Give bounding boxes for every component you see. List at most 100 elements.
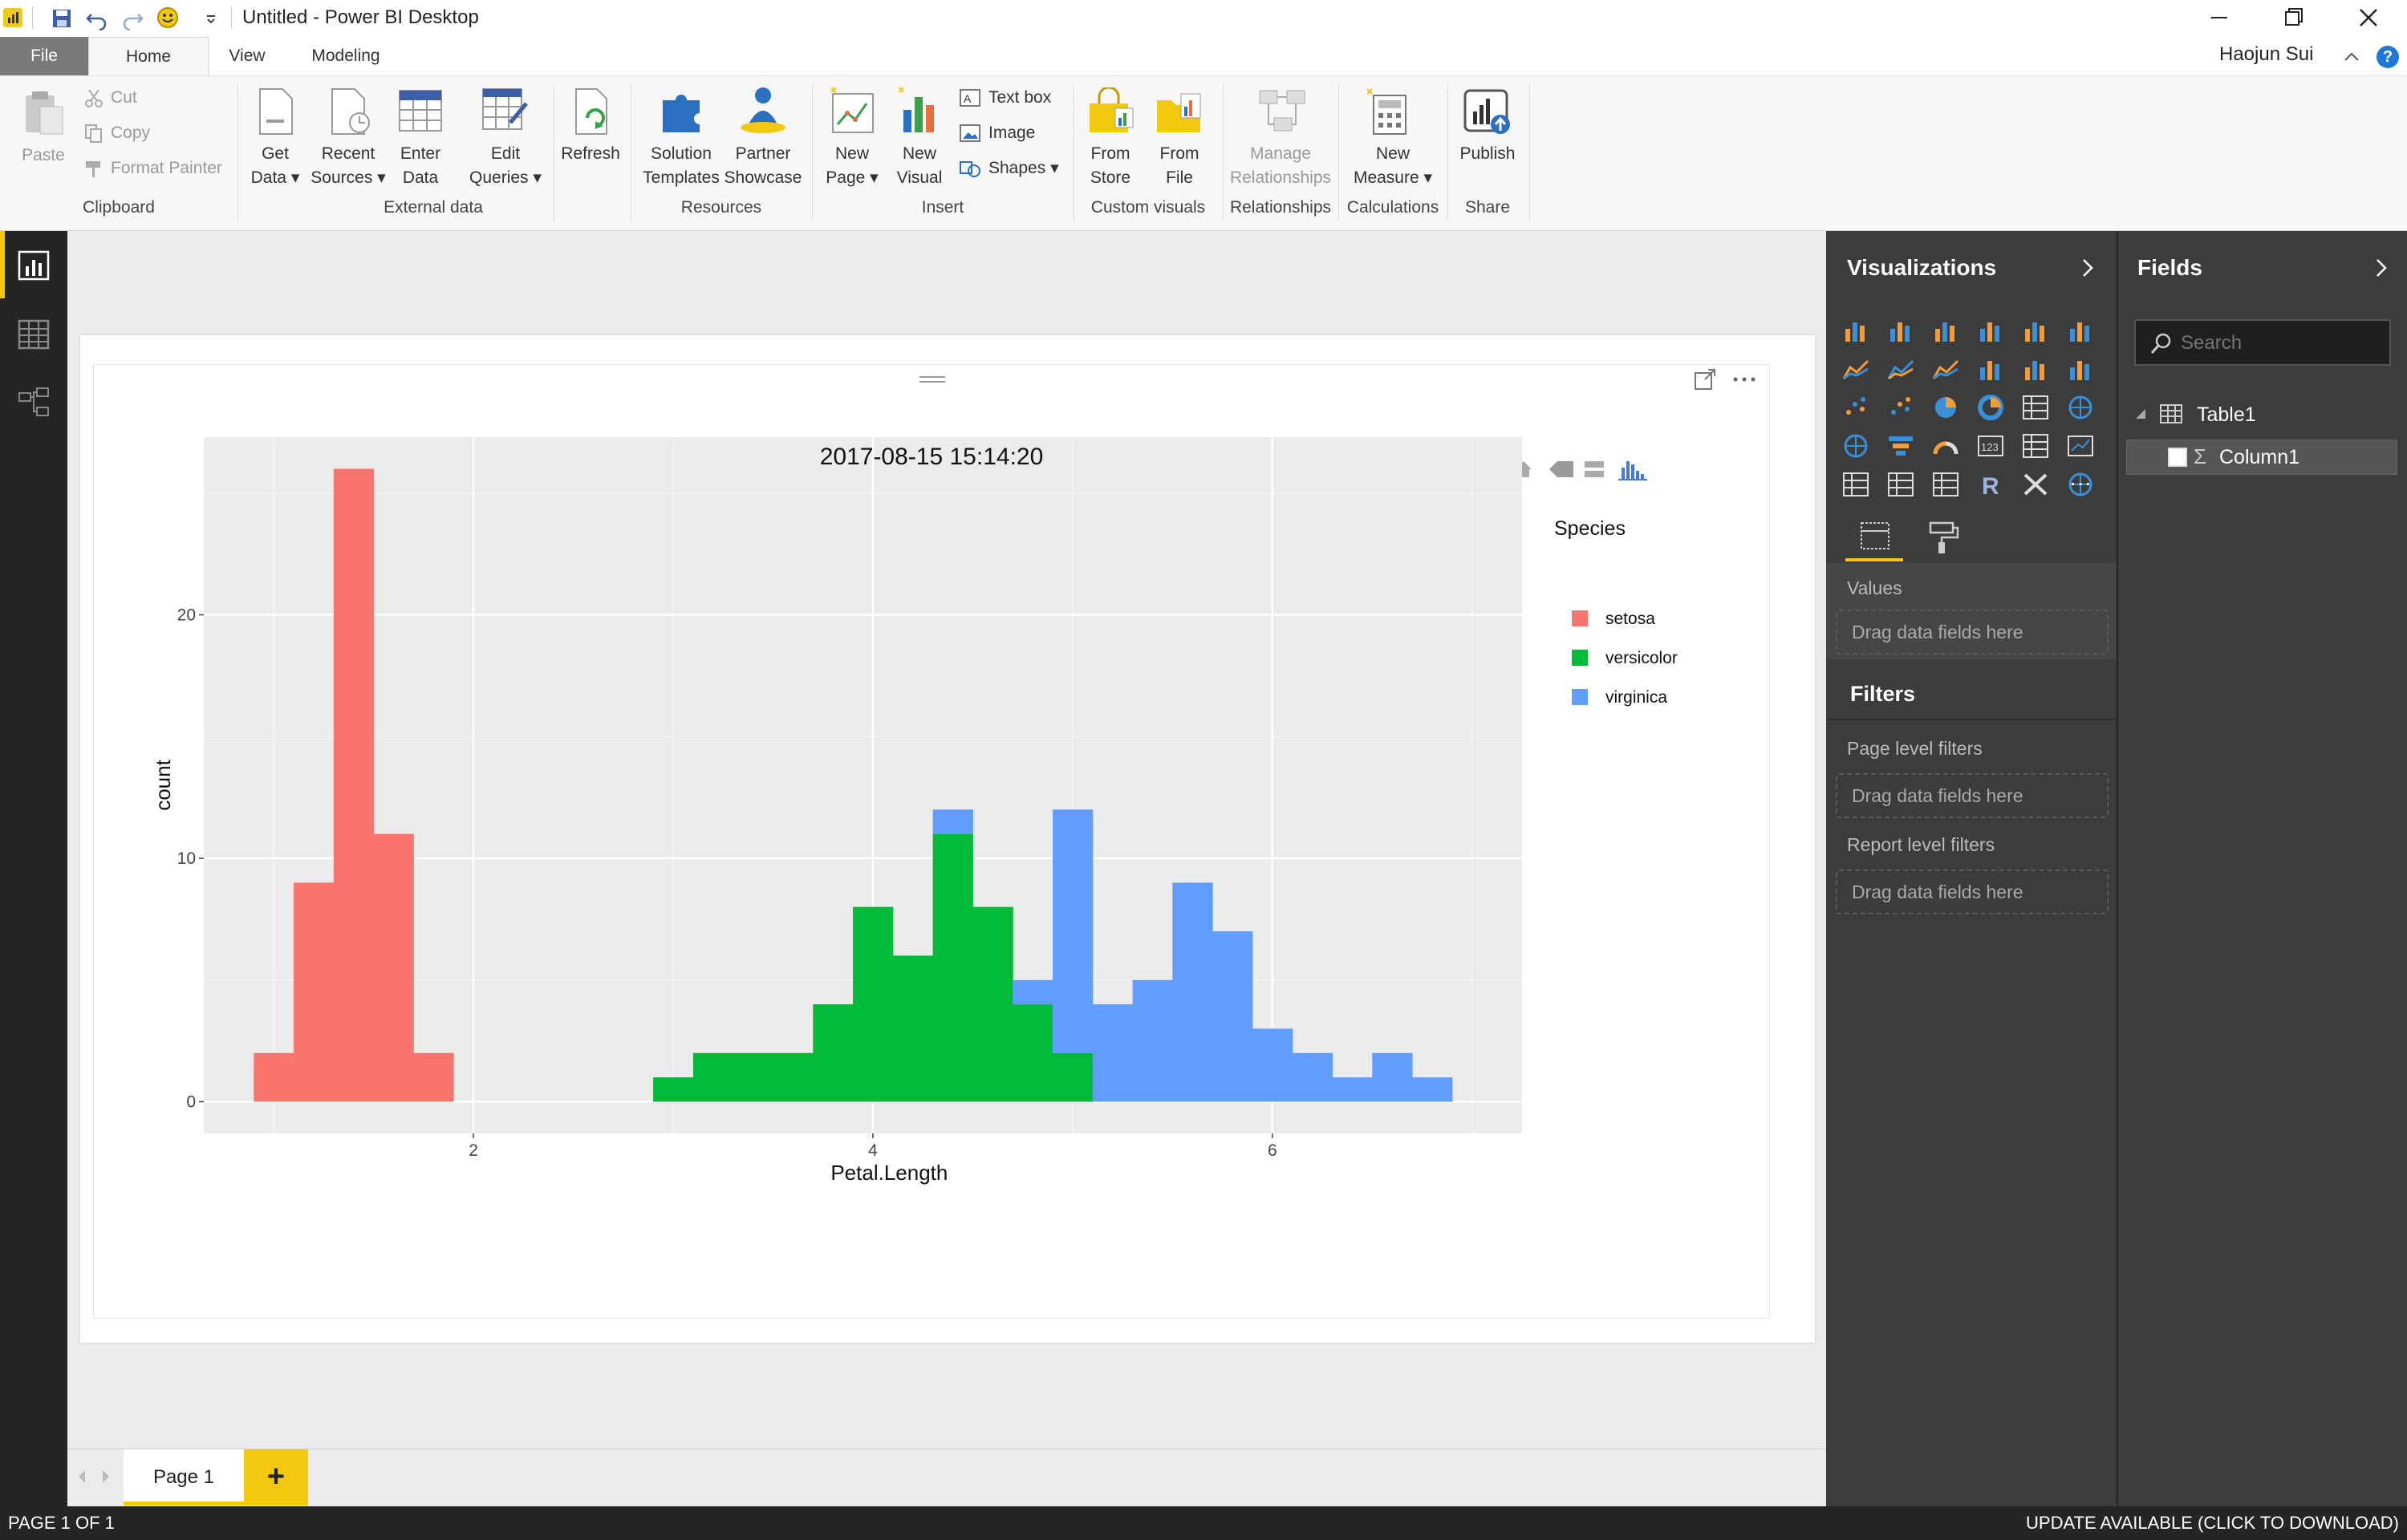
visual-scatter-icon[interactable] xyxy=(1887,395,1914,420)
data-view-icon[interactable] xyxy=(18,319,50,350)
shapes-button[interactable]: Shapes ▾ xyxy=(988,159,1059,177)
format-painter-button[interactable]: Format Painter xyxy=(111,159,222,177)
ribbon-tabs: File Home View Modeling Haojun Sui ? xyxy=(0,37,2407,75)
relationships-view-icon[interactable] xyxy=(18,387,50,417)
visual-filled-map-icon[interactable] xyxy=(1842,433,1869,459)
add-page-button[interactable]: + xyxy=(244,1449,308,1506)
new-visual-button[interactable]: New Visual xyxy=(896,144,943,187)
table-expand-icon[interactable] xyxy=(2134,407,2147,420)
solution-templates-button[interactable]: Solution Templates xyxy=(643,144,720,187)
manage-relationships-button[interactable]: Manage Relationships xyxy=(1229,144,1332,187)
hover-closest-icon[interactable] xyxy=(1549,461,1573,477)
fields-search-input[interactable] xyxy=(2181,329,2381,358)
values-drop-zone[interactable]: Drag data fields here xyxy=(1836,610,2109,654)
visual-card-icon[interactable]: 123 xyxy=(1977,433,2004,459)
visual-100-column-icon[interactable] xyxy=(2067,318,2094,343)
help-icon[interactable]: ? xyxy=(2377,46,2399,68)
tab-file[interactable]: File xyxy=(0,37,88,75)
focus-mode-icon[interactable] xyxy=(1694,368,1716,391)
visual-gauge-icon[interactable] xyxy=(1932,433,1959,459)
minimize-button[interactable] xyxy=(2198,0,2240,37)
undo-icon[interactable] xyxy=(85,6,109,31)
visual-clustered-bar-icon[interactable] xyxy=(1932,318,1959,343)
visual-custom-tool-icon[interactable] xyxy=(2022,472,2049,497)
visual-globe-icon[interactable] xyxy=(2067,472,2094,497)
hover-compare-icon[interactable] xyxy=(1585,461,1604,477)
table-name[interactable]: Table1 xyxy=(2197,403,2256,426)
close-button[interactable] xyxy=(2348,0,2389,37)
visual-pie-icon[interactable] xyxy=(1932,395,1959,420)
page-filters-label: Page level filters xyxy=(1847,738,1983,759)
save-icon[interactable] xyxy=(51,8,72,29)
visual-area-icon[interactable] xyxy=(1887,356,1914,382)
from-file-button[interactable]: From File xyxy=(1159,144,1199,187)
new-measure-button[interactable]: New Measure ▾ xyxy=(1353,144,1433,187)
visual-line-icon[interactable] xyxy=(1842,356,1869,382)
cut-button[interactable]: Cut xyxy=(111,88,137,107)
publish-button[interactable]: Publish xyxy=(1459,144,1516,163)
edit-queries-button[interactable]: Edit Queries ▾ xyxy=(469,144,542,187)
report-filters-drop-zone[interactable]: Drag data fields here xyxy=(1836,869,2109,914)
visual-matrix-icon[interactable] xyxy=(1932,472,1959,497)
field-checkbox[interactable] xyxy=(2168,448,2187,467)
visual-waterfall-icon[interactable] xyxy=(1842,395,1869,420)
visual-map-icon[interactable] xyxy=(2067,395,2094,420)
visual-r-script-icon[interactable]: R xyxy=(1977,472,2004,500)
copy-button[interactable]: Copy xyxy=(111,124,151,142)
collapse-ribbon-icon[interactable] xyxy=(2341,47,2362,67)
visual-line-clustered-column-icon[interactable] xyxy=(2022,356,2049,382)
partner-showcase-button[interactable]: Partner Showcase xyxy=(724,144,802,187)
visual-drag-handle-icon[interactable] xyxy=(919,373,945,383)
user-name[interactable]: Haojun Sui xyxy=(2219,43,2314,65)
table-icon xyxy=(2160,404,2182,424)
more-options-icon[interactable] xyxy=(1731,368,1758,391)
page-scroll-right-icon[interactable] xyxy=(99,1469,112,1485)
visual-slicer-icon[interactable] xyxy=(1842,472,1869,497)
visual-ribbon-icon[interactable] xyxy=(2067,356,2094,382)
visual-clustered-column-icon[interactable] xyxy=(1977,318,2004,343)
restore-button[interactable] xyxy=(2272,0,2314,37)
visual-multi-row-card-icon[interactable] xyxy=(2022,433,2049,459)
quick-access-dropdown-icon[interactable] xyxy=(205,13,217,24)
feedback-smiley-icon[interactable] xyxy=(157,7,178,28)
visual-treemap-icon[interactable] xyxy=(2022,395,2049,420)
visualizations-collapse-icon[interactable] xyxy=(2078,255,2097,281)
page-tab-page1[interactable]: Page 1 xyxy=(124,1449,244,1506)
paste-button[interactable]: Paste xyxy=(22,146,65,164)
visual-100-bar-icon[interactable] xyxy=(2022,318,2049,343)
from-store-button[interactable]: From Store xyxy=(1090,144,1131,187)
r-visual[interactable]: 2 4 6 0 10 20 Petal.Length count 2017-08-15 15:1… xyxy=(93,364,1770,1319)
fields-well-tab[interactable] xyxy=(1845,515,1903,561)
image-button[interactable]: Image xyxy=(988,124,1036,142)
more-visuals-icon[interactable]: ··· xyxy=(2069,470,2092,495)
visual-line-column-icon[interactable] xyxy=(1977,356,2004,382)
visual-donut-icon[interactable] xyxy=(1977,395,2004,420)
legend-title: Species xyxy=(1554,517,1626,540)
update-available-link[interactable]: UPDATE AVAILABLE (CLICK TO DOWNLOAD) xyxy=(2026,1513,2399,1533)
text-box-button[interactable]: Text box xyxy=(988,88,1052,107)
visual-table-icon[interactable] xyxy=(1887,472,1914,497)
new-page-button[interactable]: New Page ▾ xyxy=(826,144,879,187)
redo-icon[interactable] xyxy=(120,6,144,31)
get-data-button[interactable]: Get Data ▾ xyxy=(250,144,300,187)
tab-home[interactable]: Home xyxy=(88,37,209,75)
histogram-bar xyxy=(733,1052,773,1102)
visual-kpi-icon[interactable] xyxy=(2067,433,2094,459)
fields-search-box[interactable] xyxy=(2134,319,2391,366)
plotly-logo-icon[interactable] xyxy=(1618,461,1647,480)
refresh-button[interactable]: Refresh xyxy=(561,144,620,163)
copy-icon xyxy=(83,123,104,144)
fields-collapse-icon[interactable] xyxy=(2372,255,2391,281)
page-scroll-left-icon[interactable] xyxy=(75,1469,88,1485)
visual-funnel-icon[interactable] xyxy=(1887,433,1914,459)
tab-view[interactable]: View xyxy=(229,47,266,65)
visual-stacked-column-icon[interactable] xyxy=(1887,318,1914,343)
page-filters-drop-zone[interactable]: Drag data fields here xyxy=(1836,773,2109,818)
visual-stacked-area-icon[interactable] xyxy=(1932,356,1959,382)
enter-data-button[interactable]: Enter Data xyxy=(400,144,441,187)
tab-modeling[interactable]: Modeling xyxy=(311,47,380,65)
report-view-icon[interactable] xyxy=(18,250,50,281)
visual-stacked-bar-icon[interactable] xyxy=(1842,318,1869,343)
recent-sources-button[interactable]: Recent Sources ▾ xyxy=(311,144,386,187)
format-tab[interactable] xyxy=(1913,515,1971,561)
